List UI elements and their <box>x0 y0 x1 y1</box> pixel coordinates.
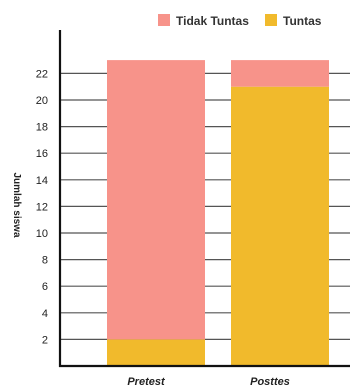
bars <box>107 60 329 366</box>
y-tick-labels: 2 4 6 8 10 12 14 16 18 20 22 <box>36 68 48 346</box>
y-axis-title: Jumlah siswa <box>11 172 22 237</box>
legend-swatch <box>158 14 170 26</box>
axes <box>58 30 350 368</box>
legend-label: Tuntas <box>283 14 322 28</box>
y-tick-label: 14 <box>36 175 48 187</box>
y-tick-label: 4 <box>42 308 48 320</box>
y-tick-label: 12 <box>36 201 48 213</box>
legend-label: Tidak Tuntas <box>176 14 249 28</box>
y-tick-label: 6 <box>42 281 48 293</box>
y-tick-label: 2 <box>42 334 48 346</box>
x-category-label: Posttes <box>250 376 290 388</box>
x-category-label: Pretest <box>127 376 166 388</box>
legend-swatch <box>265 14 277 26</box>
y-tick-label: 22 <box>36 68 48 80</box>
y-tick-label: 8 <box>42 255 48 267</box>
y-tick-label: 18 <box>36 122 48 134</box>
x-category-labels: Pretest Posttes <box>127 376 290 388</box>
y-tick-label: 20 <box>36 95 48 107</box>
y-tick-label: 10 <box>36 228 48 240</box>
bar-tuntas-posttes <box>231 86 329 366</box>
bar-tuntas-pretest <box>107 339 205 366</box>
legend: Tidak Tuntas Tuntas <box>158 14 322 28</box>
bar-tidak-tuntas-pretest <box>107 60 205 340</box>
bar-tidak-tuntas-posttes <box>231 60 329 87</box>
y-tick-label: 16 <box>36 148 48 160</box>
